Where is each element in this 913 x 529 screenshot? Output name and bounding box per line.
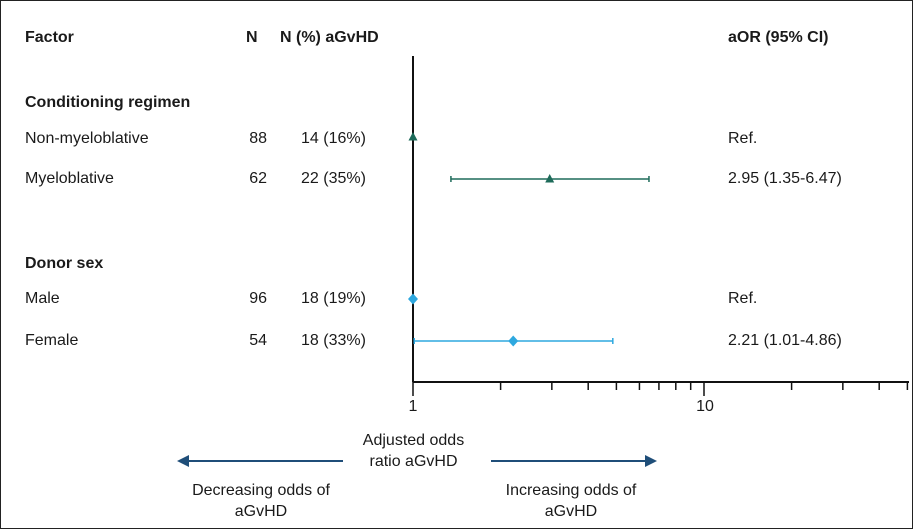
row-n: 62 <box>249 170 267 187</box>
x-tick-label: 10 <box>696 398 714 415</box>
estimate-point <box>408 293 418 305</box>
estimate-point <box>408 132 418 141</box>
row-n-pct: 14 (16%) <box>301 130 366 147</box>
row-label: Male <box>25 290 60 307</box>
group-title: Donor sex <box>25 255 104 272</box>
estimate-point <box>545 174 555 183</box>
row-label: Myeloblative <box>25 170 114 187</box>
header-n-pct: N (%) aGvHD <box>280 29 379 46</box>
estimate-point <box>508 335 519 347</box>
right-arrow <box>491 455 657 467</box>
row-n-pct: 18 (19%) <box>301 290 366 307</box>
right-arrow-label: Increasing odds of aGvHD <box>505 482 637 520</box>
row-aor: 2.21 (1.01-4.86) <box>728 332 842 349</box>
row-n: 54 <box>249 332 267 349</box>
header-n: N <box>246 29 258 46</box>
row-aor: Ref. <box>728 130 758 147</box>
x-tick-label: 1 <box>408 398 418 415</box>
row-n: 96 <box>249 290 267 307</box>
header-aor: aOR (95% CI) <box>728 29 829 46</box>
row-n: 88 <box>249 130 267 147</box>
group-title: Conditioning regimen <box>25 94 191 111</box>
x-axis-label: Adjusted odds ratio aGvHD <box>362 432 465 470</box>
left-arrow-label: Decreasing odds of aGvHD <box>192 482 330 520</box>
row-aor: Ref. <box>728 290 758 307</box>
row-n-pct: 18 (33%) <box>301 332 366 349</box>
row-n-pct: 22 (35%) <box>301 170 366 187</box>
row-aor: 2.95 (1.35-6.47) <box>728 170 842 187</box>
row-label: Non-myeloblative <box>25 130 149 147</box>
row-label: Female <box>25 332 79 349</box>
header-factor: Factor <box>25 29 74 46</box>
left-arrow <box>177 455 343 467</box>
